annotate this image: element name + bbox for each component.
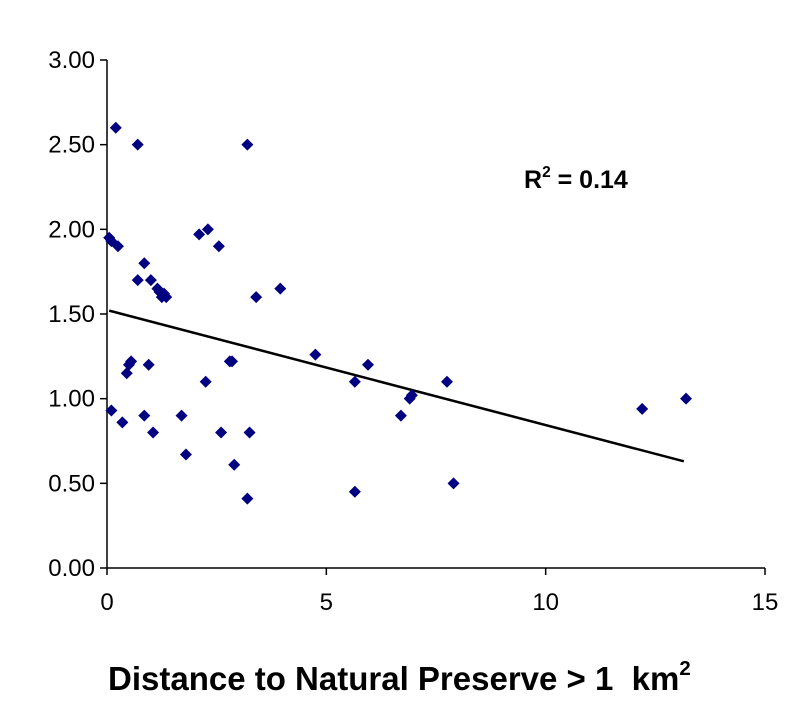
data-point	[250, 291, 263, 304]
y-tick-label: 2.50	[48, 132, 95, 159]
data-point	[394, 409, 407, 422]
data-point	[175, 409, 188, 422]
data-point	[274, 282, 287, 295]
data-point	[193, 228, 206, 241]
data-point	[179, 448, 192, 461]
data-point	[215, 426, 228, 439]
data-point	[348, 375, 361, 388]
data-point	[212, 240, 225, 253]
x-tick-label: 15	[752, 589, 779, 616]
x-tick-label: 5	[320, 589, 333, 616]
data-point	[201, 223, 214, 236]
x-axis-title-superscript: 2	[679, 657, 690, 680]
data-point	[109, 121, 122, 134]
x-axis-ticks: 0 5 10 15	[100, 568, 778, 616]
data-point	[362, 358, 375, 371]
y-tick-label: 3.00	[48, 47, 95, 74]
data-point	[138, 257, 151, 270]
data-point	[241, 138, 254, 151]
data-point	[447, 477, 460, 490]
y-tick-label: 2.00	[48, 216, 95, 243]
data-point	[131, 274, 144, 287]
data-points	[103, 121, 693, 505]
data-point	[199, 375, 212, 388]
data-point	[348, 485, 361, 498]
x-axis-title-text: Distance to Natural Preserve > 1 km	[108, 660, 679, 697]
data-point	[309, 348, 322, 361]
r-squared-prefix: R	[524, 166, 542, 194]
data-point	[147, 426, 160, 439]
data-point	[241, 492, 254, 505]
data-point	[228, 458, 241, 471]
x-axis-title: Distance to Natural Preserve > 1 km2	[108, 657, 691, 697]
data-point	[120, 367, 133, 380]
x-tick-label: 10	[532, 589, 559, 616]
data-point	[131, 138, 144, 151]
data-point	[105, 404, 118, 417]
r-squared-value: = 0.14	[551, 166, 628, 194]
y-tick-label: 1.50	[48, 301, 95, 328]
data-point	[138, 409, 151, 422]
y-axis-ticks: 0.00 0.50 1.00 1.50 2.00 2.50 3.00	[48, 47, 107, 582]
data-point	[160, 291, 173, 304]
data-point	[680, 392, 693, 405]
data-point	[144, 274, 157, 287]
data-point	[440, 375, 453, 388]
r-squared-superscript: 2	[542, 164, 551, 181]
data-point	[243, 426, 256, 439]
data-point	[116, 416, 129, 429]
x-tick-label: 0	[100, 589, 113, 616]
trendline	[108, 309, 685, 463]
y-tick-label: 1.00	[48, 386, 95, 413]
data-point	[125, 355, 138, 368]
data-point	[405, 389, 418, 402]
data-point	[142, 358, 155, 371]
data-point	[636, 402, 649, 415]
data-point	[111, 240, 124, 253]
r-squared-annotation: R2 = 0.14	[524, 164, 628, 194]
data-point	[226, 355, 239, 368]
y-tick-label: 0.50	[48, 470, 95, 497]
y-tick-label: 0.00	[48, 555, 95, 582]
